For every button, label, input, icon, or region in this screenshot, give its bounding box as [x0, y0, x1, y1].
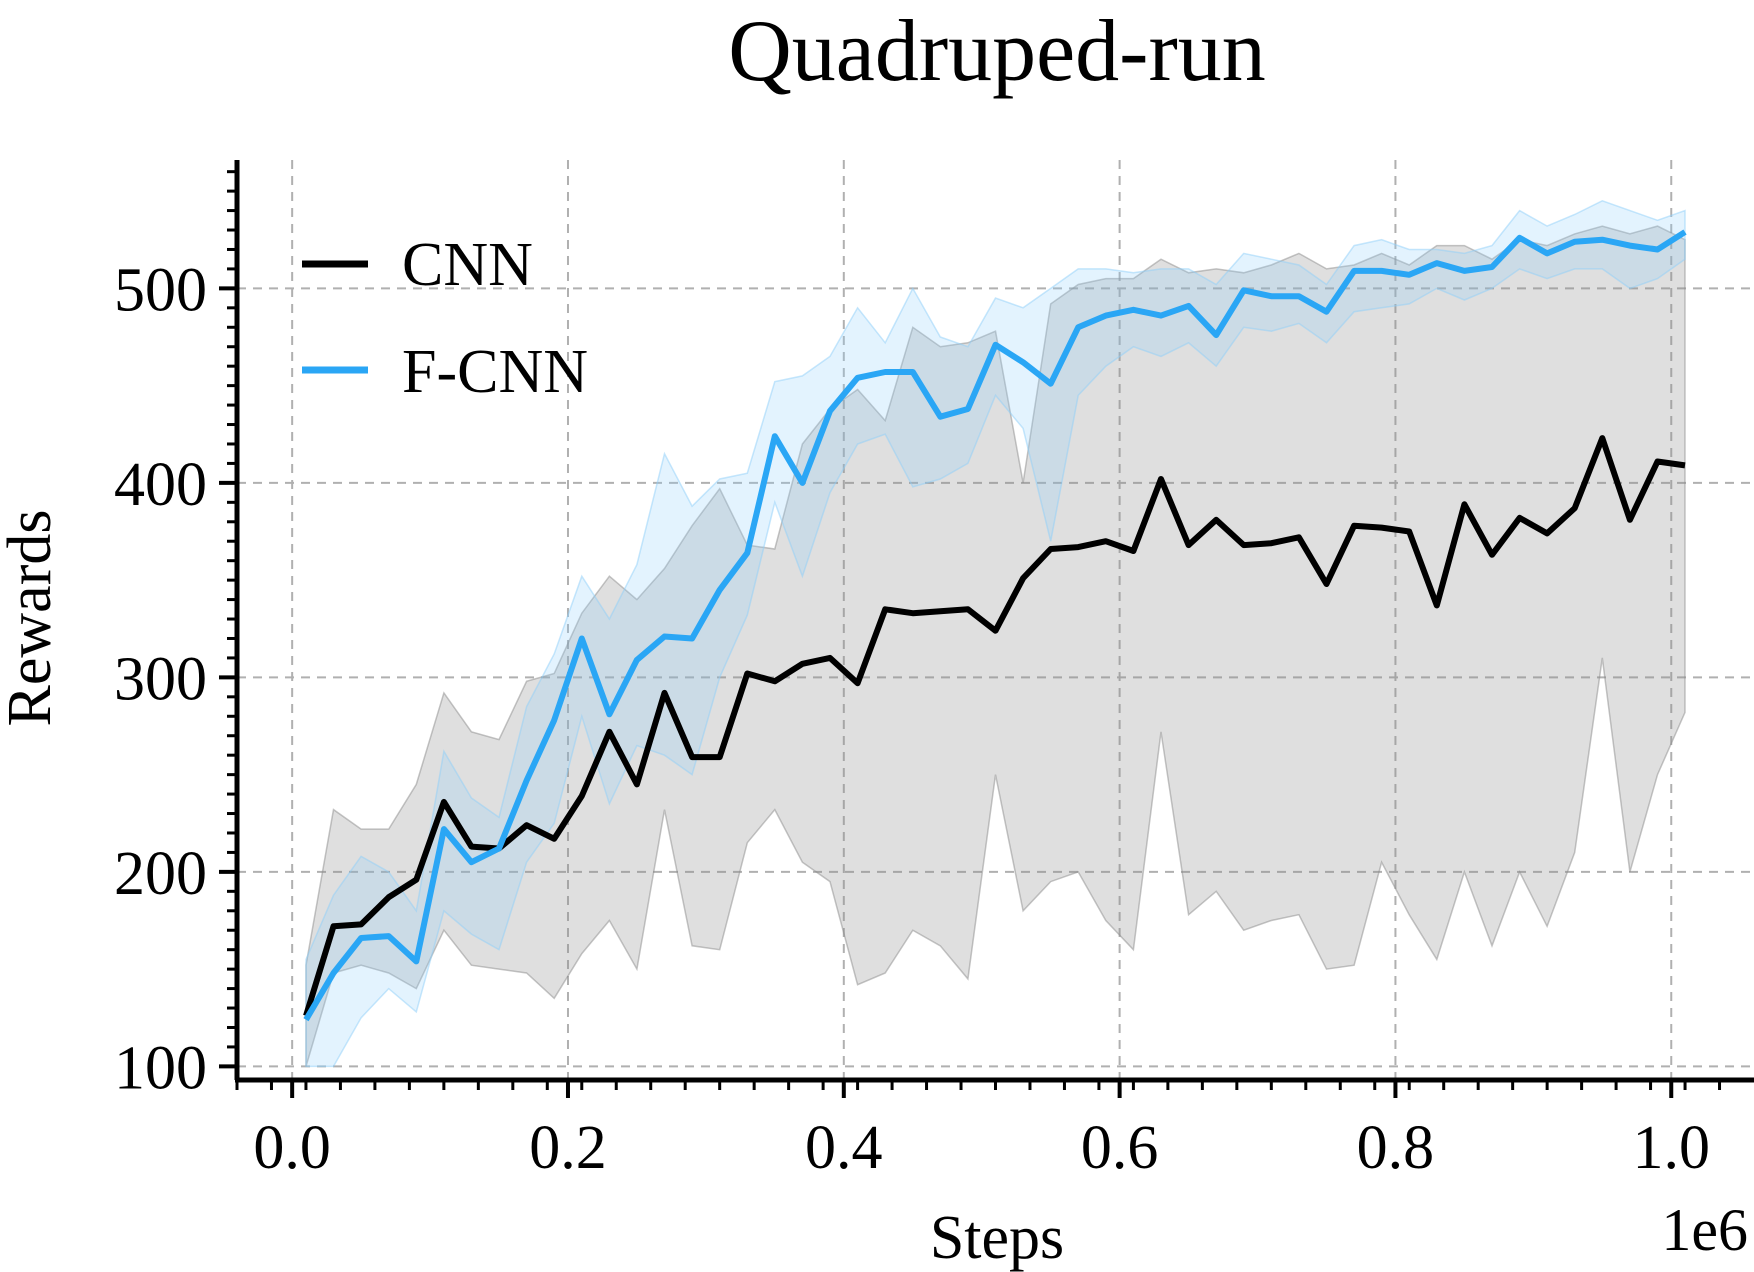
legend: CNN F-CNN	[302, 231, 588, 406]
band-f-cnn	[305, 199, 1686, 1068]
band-cnn	[305, 225, 1686, 1067]
y-axis-label: Rewards	[0, 510, 64, 727]
x-tick-label: 0.6	[1081, 1114, 1159, 1182]
x-tick-label: 0.8	[1357, 1114, 1435, 1182]
series-lines	[303, 229, 1687, 1022]
grid	[237, 160, 1754, 1080]
chart-title: Quadruped-run	[728, 3, 1266, 100]
y-tick-label: 100	[114, 1034, 207, 1102]
y-tick-label: 500	[114, 256, 207, 324]
x-tick-label: 0.0	[253, 1114, 331, 1182]
y-tick-label: 200	[114, 840, 207, 908]
x-tick-label: 0.2	[529, 1114, 607, 1182]
y-tick-label: 400	[114, 451, 207, 519]
y-tick-label: 300	[114, 645, 207, 713]
x-tick-label: 1.0	[1633, 1114, 1711, 1182]
series-line-cnn	[303, 435, 1686, 1017]
ticks: 0.0 0.2 0.4 0.6 0.8 1.0 100 200 300 400 500	[114, 170, 1722, 1182]
x-axis-offset-label: 1e6	[1661, 1197, 1748, 1263]
x-axis-label: Steps	[930, 1204, 1064, 1272]
x-tick-label: 0.4	[805, 1114, 883, 1182]
legend-label-cnn: CNN	[402, 231, 533, 299]
series-line-f-cnn	[303, 229, 1687, 1022]
legend-label-fcnn: F-CNN	[402, 338, 588, 406]
confidence-bands	[305, 199, 1686, 1068]
